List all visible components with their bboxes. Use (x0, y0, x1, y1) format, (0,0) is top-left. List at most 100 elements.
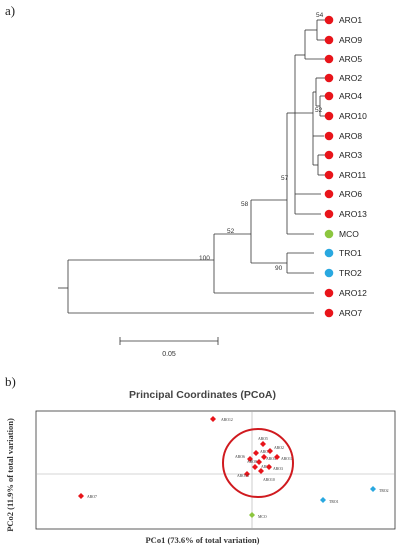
tip-label: ARO3 (339, 150, 362, 160)
tree-tip-aro4: ARO4 (324, 91, 362, 101)
tip-label: ARO6 (339, 189, 362, 199)
point-marker (252, 464, 258, 470)
tree-tip-tro2: TRO2 (324, 268, 362, 278)
pcoa-point-aro4: ARO4 (261, 454, 276, 461)
pcoa-point-tro1: TRO1 (320, 497, 339, 504)
point-label: ARO5 (258, 437, 268, 441)
pcoa-point-aro5: ARO5 (258, 437, 268, 447)
pcoa-point-aro8: ARO8 (247, 460, 258, 470)
bootstrap-value: 54 (316, 12, 324, 19)
pcoa-point-mco: MCO (249, 512, 267, 519)
panel-b-label: b) (5, 374, 16, 389)
point-marker (370, 486, 376, 492)
tree-tip-aro10: ARO10 (324, 111, 367, 121)
tip-marker (324, 150, 334, 160)
point-marker (267, 448, 273, 454)
tree-tip-aro9: ARO9 (324, 35, 362, 45)
tree-tip-aro1: ARO1 (324, 15, 362, 25)
pcoa-point-aro1: ARO1 (253, 450, 270, 456)
tree-tip-aro11: ARO11 (324, 170, 367, 180)
pcoa-point-aro12: ARO12 (210, 416, 233, 422)
tip-marker (324, 288, 334, 298)
point-marker (210, 416, 216, 422)
tip-marker (324, 35, 334, 45)
point-marker (253, 450, 259, 456)
point-label: TRO1 (329, 500, 339, 504)
tip-marker (324, 308, 334, 318)
pcoa-point-aro6: ARO6 (235, 455, 253, 462)
point-marker (249, 512, 255, 518)
tree-tip-tro1: TRO1 (324, 248, 362, 258)
point-label: ARO11 (281, 457, 293, 461)
pcoa-point-aro13: ARO13 (237, 471, 250, 478)
pcoa-y-axis-label: PCo2 (11.9% of total variation) (5, 418, 15, 532)
tree-tip-aro12: ARO12 (324, 288, 367, 298)
pcoa-point-aro7: ARO7 (78, 493, 97, 499)
point-marker (247, 456, 253, 462)
pcoa-point-aro11: ARO11 (274, 454, 293, 461)
bootstrap-value: 57 (281, 175, 289, 182)
tip-label: ARO4 (339, 91, 362, 101)
pcoa-title: Principal Coordinates (PCoA) (128, 389, 276, 401)
tip-marker (324, 248, 334, 258)
point-label: ARO6 (235, 455, 245, 459)
point-marker (274, 454, 280, 460)
point-marker (320, 497, 326, 503)
point-marker (266, 464, 272, 470)
tree-tip-aro6: ARO6 (324, 189, 362, 199)
tip-marker (324, 91, 334, 101)
tip-label: ARO13 (339, 209, 367, 219)
tip-marker (324, 111, 334, 121)
tip-label: ARO10 (339, 111, 367, 121)
pcoa-x-axis-label: PCo1 (73.6% of total variation) (145, 535, 260, 545)
tip-label: ARO12 (339, 288, 367, 298)
tip-label: ARO5 (339, 54, 362, 64)
tip-marker (324, 131, 334, 141)
tree-tip-aro2: ARO2 (324, 73, 362, 83)
tree-branches (58, 19, 328, 314)
tip-label: MCO (339, 229, 359, 239)
tip-marker (324, 268, 334, 278)
pcoa-point-tro2: TRO2 (370, 486, 389, 493)
point-label: ARO1 (260, 450, 270, 454)
tip-label: ARO9 (339, 35, 362, 45)
point-marker (260, 441, 266, 447)
bootstrap-values: 54 52 57 58 52 100 90 (199, 12, 324, 272)
pcoa-point-aro10: ARO10 (258, 468, 275, 482)
phylogenetic-tree: ARO1 ARO9 ARO5 ARO2 ARO4 ARO10 ARO8 ARO3 ARO11 AR… (58, 12, 367, 358)
bootstrap-value: 52 (315, 107, 323, 114)
point-marker (258, 468, 264, 474)
point-marker (244, 471, 250, 477)
point-label: ARO10 (263, 478, 275, 482)
tree-tip-mco: MCO (324, 229, 359, 239)
point-label: ARO8 (247, 460, 257, 464)
bootstrap-value: 100 (199, 255, 210, 262)
tip-marker (324, 229, 334, 239)
tip-label: ARO11 (339, 170, 367, 180)
tree-tip-aro8: ARO8 (324, 131, 362, 141)
scale-bar-label: 0.05 (162, 351, 176, 358)
pcoa-point-aro3: ARO3 (266, 464, 283, 471)
tip-label: ARO8 (339, 131, 362, 141)
tree-tip-aro7: ARO7 (324, 308, 362, 318)
tip-label: ARO2 (339, 73, 362, 83)
tip-marker (324, 170, 334, 180)
point-label: ARO7 (87, 495, 97, 499)
aro-cluster-circle (222, 428, 294, 498)
point-label: ARO13 (237, 474, 249, 478)
scale-bar: 0.05 (119, 337, 219, 358)
point-label: TRO2 (379, 489, 389, 493)
tip-label: ARO1 (339, 15, 362, 25)
tip-marker (324, 209, 334, 219)
tip-marker (324, 189, 334, 199)
point-label: ARO2 (274, 446, 284, 450)
point-marker (78, 493, 84, 499)
point-marker (256, 459, 262, 465)
point-label: ARO3 (273, 467, 283, 471)
bootstrap-value: 90 (275, 265, 283, 272)
tree-tip-aro5: ARO5 (324, 54, 362, 64)
point-label: ARO12 (221, 418, 233, 422)
point-marker (261, 454, 267, 460)
